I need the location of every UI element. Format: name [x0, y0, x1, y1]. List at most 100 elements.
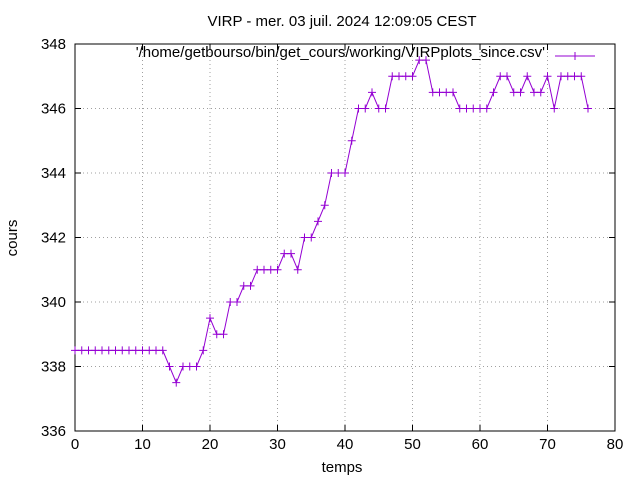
data-point	[145, 346, 154, 355]
data-point	[489, 88, 498, 97]
data-point	[374, 104, 383, 113]
data-point	[84, 346, 93, 355]
data-point	[77, 346, 86, 355]
data-point	[179, 362, 187, 371]
data-point	[71, 346, 79, 355]
data-point	[314, 217, 322, 226]
legend-marker	[571, 52, 579, 60]
x-tick-label: 40	[337, 436, 354, 453]
data-point	[300, 233, 309, 242]
y-tick-label: 348	[41, 36, 66, 53]
data-point	[368, 88, 376, 97]
x-tick-label: 30	[269, 436, 286, 453]
x-tick-label: 80	[607, 436, 624, 453]
data-point	[226, 298, 235, 306]
data-point	[172, 378, 181, 387]
y-tick-label: 336	[41, 423, 66, 440]
data-point	[287, 249, 295, 258]
data-point	[570, 72, 579, 81]
data-point	[334, 169, 343, 177]
data-point	[381, 104, 390, 113]
data-point	[530, 88, 538, 97]
data-point	[503, 72, 511, 81]
data-point	[347, 136, 356, 145]
x-tick-labels: 0 10 20 30 40 50 60 70 80	[71, 436, 624, 453]
y-axis-label: cours	[4, 220, 21, 257]
data-point	[185, 362, 194, 371]
x-tick-label: 20	[202, 436, 219, 453]
y-tick-label: 344	[41, 165, 66, 182]
data-point	[482, 104, 491, 113]
data-point	[388, 72, 397, 81]
data-point	[523, 72, 532, 81]
data-point	[212, 330, 221, 339]
data-point	[253, 265, 262, 274]
data-point	[260, 265, 268, 274]
data-point	[111, 346, 120, 355]
legend-point-marker	[571, 52, 579, 60]
data-point	[206, 314, 214, 323]
data-point	[192, 362, 201, 371]
data-point	[320, 201, 329, 210]
grid-lines	[75, 44, 615, 431]
x-tick-label: 70	[539, 436, 556, 453]
data-point	[408, 72, 417, 81]
series-group	[71, 56, 592, 387]
data-point	[476, 104, 484, 113]
data-point	[563, 72, 572, 81]
data-point	[199, 346, 208, 355]
y-tick-label: 346	[41, 101, 66, 118]
x-tick-label: 0	[71, 436, 79, 453]
data-point	[307, 233, 316, 242]
data-point	[280, 249, 289, 258]
data-point	[395, 72, 403, 81]
y-tick-label: 340	[41, 294, 66, 311]
data-point	[442, 88, 451, 97]
data-point	[341, 169, 349, 177]
data-point	[428, 88, 437, 97]
data-point	[293, 265, 302, 274]
data-point	[246, 281, 255, 290]
legend-entry-label: '/home/getbourso/bin/get_cours/working/V…	[136, 44, 545, 61]
data-point	[152, 346, 160, 355]
y-tick-label: 338	[41, 359, 66, 376]
axis-ticks	[74, 43, 616, 432]
data-point	[354, 104, 363, 113]
data-point	[118, 346, 127, 355]
data-point	[361, 104, 370, 113]
x-tick-label: 10	[134, 436, 151, 453]
data-point	[91, 346, 100, 355]
data-point	[550, 104, 559, 113]
data-point	[401, 72, 410, 81]
data-point	[516, 88, 525, 97]
data-point	[98, 346, 106, 355]
x-tick-label: 60	[472, 436, 489, 453]
data-point	[273, 265, 282, 274]
data-point	[165, 362, 174, 371]
data-point	[104, 346, 113, 355]
data-point	[536, 88, 545, 97]
data-point	[327, 169, 336, 177]
legend: '/home/getbourso/bin/get_cours/working/V…	[136, 44, 595, 61]
data-point	[557, 72, 565, 81]
x-axis-label: temps	[322, 459, 363, 476]
data-point	[435, 88, 444, 97]
data-point	[469, 104, 478, 113]
data-point	[509, 88, 518, 97]
data-point	[449, 88, 457, 97]
data-point	[219, 330, 228, 339]
data-point	[455, 104, 464, 113]
data-point	[577, 72, 586, 81]
y-tick-labels: 336 338 340 342 344 346 348	[41, 36, 66, 440]
data-point	[462, 104, 471, 113]
data-point	[239, 281, 248, 290]
data-point	[496, 72, 505, 81]
data-point	[125, 346, 133, 355]
data-point	[233, 298, 241, 306]
data-point	[543, 72, 552, 81]
x-tick-label: 50	[404, 436, 421, 453]
chart-title: VIRP - mer. 03 juil. 2024 12:09:05 CEST	[207, 13, 476, 30]
data-point	[138, 346, 147, 355]
data-point	[266, 265, 275, 274]
data-point	[422, 56, 430, 65]
